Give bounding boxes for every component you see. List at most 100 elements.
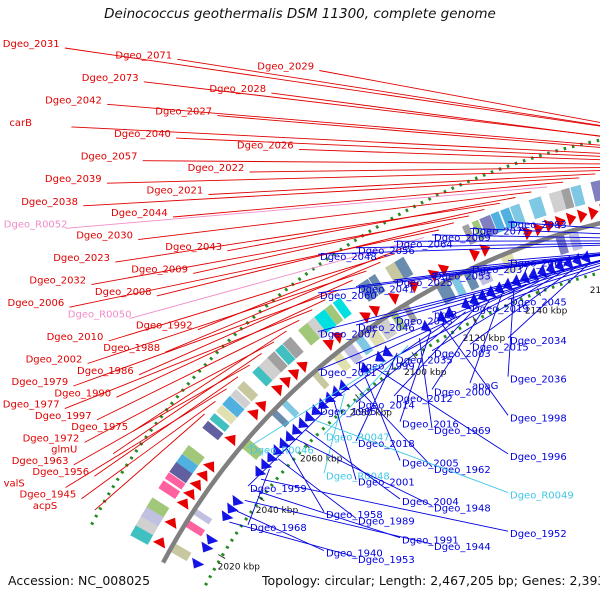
feature-block-outer [216,404,237,425]
leader-line [314,419,509,494]
reverse-gene-arrow [192,557,205,569]
reverse-gene-arrow [255,465,267,477]
leader-line [431,299,490,390]
leader-line [81,400,216,500]
gene-label-left: Dgeo_2023 [53,253,110,264]
leader-line [319,70,600,123]
leader-line [129,237,425,319]
gene-label-left: Dgeo_1972 [23,433,80,444]
leader-line [208,173,596,195]
leader-line [64,309,313,410]
gene-label-right: Dgeo_2013 [396,317,453,328]
feature-block-inner [500,253,519,275]
gene-label-left: Dgeo_2038 [21,197,78,208]
reverse-gene-arrow [360,361,372,373]
forward-gene-arrow [387,293,400,305]
gene-label-right: Dgeo_1989 [358,516,415,527]
feature-block-inner [343,343,363,365]
feature-block-outer [461,223,477,245]
leader-line [176,137,600,157]
feature-block-inner [185,520,205,537]
feature-block-outer [275,344,296,366]
feature-block-outer [130,524,154,545]
leader-line [355,260,600,326]
feature-block-outer [298,322,321,346]
tick-label: 2120 kbp [463,334,506,344]
feature-block-outer [324,304,344,325]
gene-label-right: Dgeo_2012 [396,394,453,405]
feature-block-outer [146,497,170,518]
feature-block-outer [332,297,352,319]
leader-line [317,317,455,410]
feature-block-outer [509,203,526,226]
feature-block-outer [169,461,193,484]
forward-gene-arrow [588,206,599,221]
leader-line [507,221,600,229]
forward-gene-arrow [287,369,299,381]
gene-label-right: Dgeo_2015 [472,342,529,353]
gene-label-right: Dgeo_1996 [510,452,567,463]
leader-line [249,167,600,173]
leader-line [64,47,600,127]
gene-label-right: Dgeo_2007 [320,330,377,341]
forward-gene-arrow [270,384,283,397]
gene-label-right: Dgeo_2075 [472,226,529,237]
leader-line [84,341,275,443]
leader-line [469,266,577,345]
feature-block-outer [209,413,230,432]
forward-gene-arrow [437,264,449,277]
gene-label-left: Dgeo_2010 [47,332,104,343]
gene-label-right: Dgeo_2000 [434,388,491,399]
gene-label-left: Dgeo_2002 [26,355,83,366]
gene-label-right: Dgeo_2035 [396,355,453,366]
feature-block-outer [548,190,567,213]
leader-line [252,489,401,539]
gene-label-left: Dgeo_2008 [95,287,152,298]
gene-label-right: Dgeo_1948 [434,504,491,515]
feature-block-outer [282,336,304,359]
gene-label-right: Dgeo_R0047 [326,433,390,444]
forward-gene-arrow [322,339,334,351]
leader-line [364,376,401,461]
gene-label-left: Dgeo_2027 [155,107,212,118]
leader-line [247,360,387,448]
feature-block-inner [272,410,290,428]
reverse-gene-arrow [563,255,574,269]
gene-label-right: Dgeo_1991 [402,536,459,547]
leader-line [286,448,325,513]
forward-gene-arrow [279,377,291,389]
leader-line [507,268,600,300]
feature-block-inner [377,318,398,341]
gene-label-left: carB [9,118,32,129]
tick-label: 2040 kbp [256,506,299,516]
forward-gene-arrow [576,209,588,224]
leader-line [355,352,398,442]
tick-label: 2100 kbp [404,368,447,378]
gene-label-left: Dgeo_2040 [114,129,171,140]
leader-line [177,58,600,126]
reverse-gene-arrow [201,541,214,553]
gene-label-right: Dgeo_1952 [510,529,567,540]
feature-block-inner [555,235,569,255]
leader-line [65,186,548,229]
feature-block-inner [333,352,352,373]
leader-line [73,364,251,466]
leader-line [295,438,433,506]
feature-block-outer [357,278,379,302]
gene-label-left: Dgeo_2009 [131,264,188,275]
leader-line [112,353,262,455]
gene-label-right: Dgeo_2016 [402,420,459,431]
gene-label-right: Dgeo_2045 [510,297,567,308]
reverse-gene-arrow [221,510,234,522]
reverse-gene-arrow [325,391,336,403]
gene-label-right: Dgeo_1940 [326,549,383,560]
feature-block-outer [182,445,205,466]
feature-block-outer [202,420,224,441]
reverse-gene-arrow [339,379,350,391]
reverse-gene-arrow [545,261,557,275]
leader-line [247,468,270,525]
leader-line [73,289,340,387]
tick-label: 2080 kbp [350,408,393,418]
reverse-gene-arrow [273,444,285,456]
leader-line [138,191,532,241]
